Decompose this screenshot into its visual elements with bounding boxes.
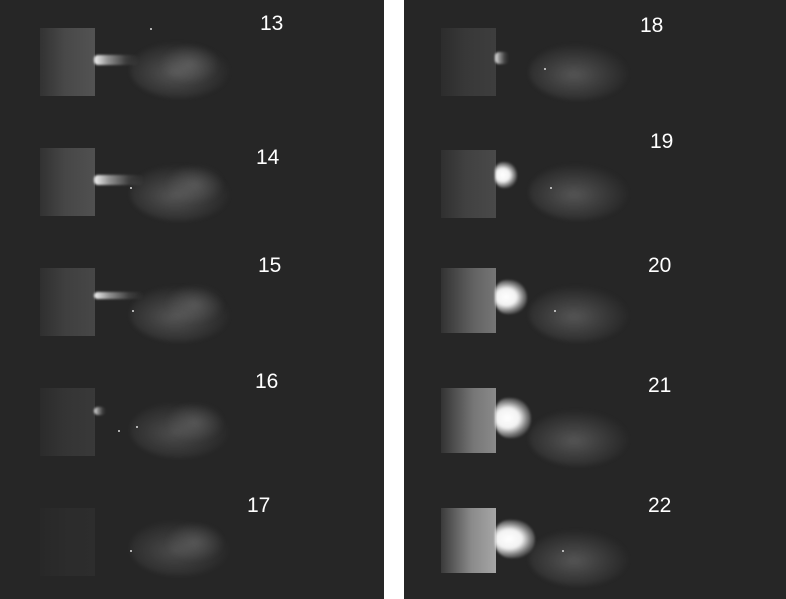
frame-label: 15 (258, 254, 282, 277)
nozzle-block (441, 150, 496, 218)
plume-cloud (165, 522, 225, 562)
frame-label: 16 (255, 370, 279, 393)
frame-label: 20 (648, 254, 672, 277)
nozzle-block (441, 508, 496, 573)
plume-cloud (130, 165, 230, 221)
frame-label: 14 (256, 146, 280, 169)
nozzle-block (40, 268, 95, 336)
frame-label: 22 (648, 494, 672, 517)
frame-18: 18 (404, 0, 786, 120)
plume-cloud (130, 42, 230, 98)
frame-label: 19 (650, 130, 674, 153)
speck (132, 310, 134, 312)
speck (118, 430, 120, 432)
speck (562, 550, 564, 552)
plume-cloud (165, 164, 225, 204)
frame-14: 14 (0, 120, 384, 240)
speck (550, 187, 552, 189)
nozzle-block (441, 388, 496, 453)
plume-cloud (529, 410, 629, 466)
frame-13: 13 (0, 0, 384, 120)
nozzle-block (40, 508, 95, 576)
plume-cloud (160, 44, 220, 84)
speck (150, 28, 152, 30)
frame-19: 19 (404, 120, 786, 240)
frame-label: 18 (640, 14, 664, 37)
right-frame-column: 18 19 20 21 22 (404, 0, 786, 599)
plume-cloud (529, 286, 629, 342)
nozzle-block (40, 148, 95, 216)
plume-cloud (165, 402, 225, 442)
frame-label: 13 (260, 12, 284, 35)
plume-cloud (130, 520, 230, 576)
nozzle-block (40, 28, 95, 96)
jet-stream (495, 52, 509, 64)
plume-cloud (130, 286, 230, 342)
nozzle-block (441, 268, 496, 333)
frame-21: 21 (404, 360, 786, 480)
frame-20: 20 (404, 240, 786, 360)
frame-label: 17 (247, 494, 271, 517)
frame-22: 22 (404, 480, 786, 599)
plume-cloud (529, 44, 629, 100)
speck (554, 310, 556, 312)
frame-16: 16 (0, 360, 384, 480)
speck (130, 550, 132, 552)
jet-stream (94, 407, 106, 415)
frame-15: 15 (0, 240, 384, 360)
plume-cloud (529, 530, 629, 586)
speck (136, 426, 138, 428)
speck (130, 187, 132, 189)
flash-burst (495, 280, 527, 314)
nozzle-block (40, 388, 95, 456)
frame-17: 17 (0, 480, 384, 599)
plume-cloud (130, 402, 230, 458)
jet-stream (94, 292, 144, 299)
flash-burst (495, 162, 517, 188)
jet-stream (94, 175, 144, 185)
flash-burst (495, 520, 535, 558)
nozzle-block (441, 28, 496, 96)
frame-label: 21 (648, 374, 672, 397)
jet-stream (94, 55, 139, 65)
left-frame-column: 13 14 15 16 17 (0, 0, 384, 599)
plume-cloud (529, 164, 629, 220)
plume-cloud (165, 284, 225, 324)
flash-burst (495, 398, 531, 438)
speck (544, 68, 546, 70)
